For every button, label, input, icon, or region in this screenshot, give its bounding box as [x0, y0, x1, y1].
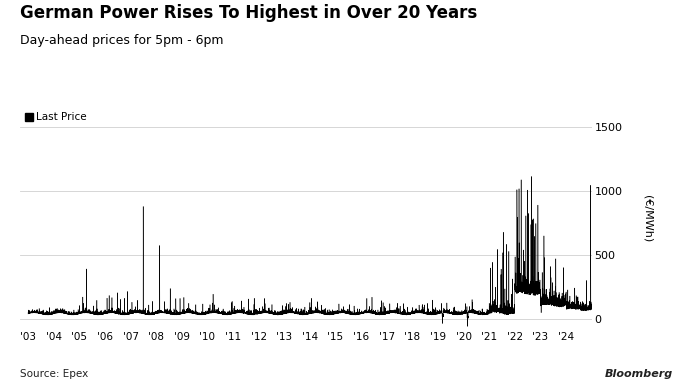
Text: German Power Rises To Highest in Over 20 Years: German Power Rises To Highest in Over 20…: [20, 4, 477, 22]
Text: Day-ahead prices for 5pm - 6pm: Day-ahead prices for 5pm - 6pm: [20, 34, 224, 47]
Y-axis label: (€/MWh): (€/MWh): [643, 195, 652, 242]
Text: Bloomberg: Bloomberg: [605, 369, 673, 379]
Text: Source: Epex: Source: Epex: [20, 369, 88, 379]
Legend: Last Price: Last Price: [24, 110, 88, 124]
